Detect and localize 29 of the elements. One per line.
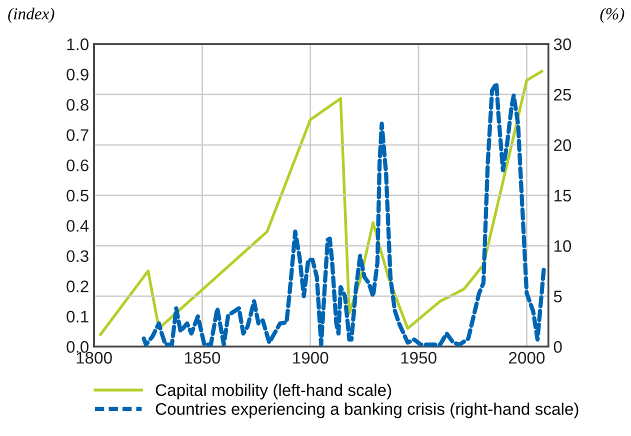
x-tick-label: 2000 bbox=[509, 352, 545, 364]
y2-tick-label: 20 bbox=[554, 139, 572, 152]
y-tick-label: 0.9 bbox=[66, 68, 88, 80]
y-axis-title: (index) bbox=[8, 8, 54, 23]
y2-tick-label: 25 bbox=[554, 88, 572, 101]
y-tick-label: 0.8 bbox=[66, 98, 88, 111]
y-tick-label: 0.3 bbox=[66, 250, 88, 262]
y2-tick-label: 10 bbox=[554, 240, 572, 252]
y-tick-label: 0.4 bbox=[66, 220, 89, 232]
legend-label: Capital mobility (left-hand scale) bbox=[156, 384, 392, 400]
y2-tick-label: 0 bbox=[554, 341, 562, 353]
line-series bbox=[142, 81, 546, 347]
y-tick-label: 0.0 bbox=[66, 341, 89, 353]
y-tick-label: 1.0 bbox=[67, 38, 89, 50]
x-tick-label: 1950 bbox=[401, 352, 436, 364]
y2-tick-label: 15 bbox=[554, 190, 572, 202]
y-tick-label: 0.5 bbox=[66, 190, 88, 202]
y2-tick-label: 5 bbox=[554, 290, 562, 302]
x-tick-label: 1900 bbox=[293, 352, 328, 364]
y-tick-label: 0.7 bbox=[66, 129, 88, 142]
line-series bbox=[99, 70, 544, 336]
y2-tick-label: 30 bbox=[554, 38, 572, 50]
y-tick-label: 0.1 bbox=[66, 310, 88, 323]
y2-axis-title: (%) bbox=[600, 8, 624, 23]
legend-label: Countries experiencing a banking crisis (right-hand scale) bbox=[156, 402, 578, 418]
x-tick-label: 1800 bbox=[76, 352, 112, 364]
x-tick-label: 1850 bbox=[184, 352, 220, 364]
y-tick-label: 0.2 bbox=[66, 280, 88, 292]
y-tick-label: 0.6 bbox=[66, 159, 88, 172]
